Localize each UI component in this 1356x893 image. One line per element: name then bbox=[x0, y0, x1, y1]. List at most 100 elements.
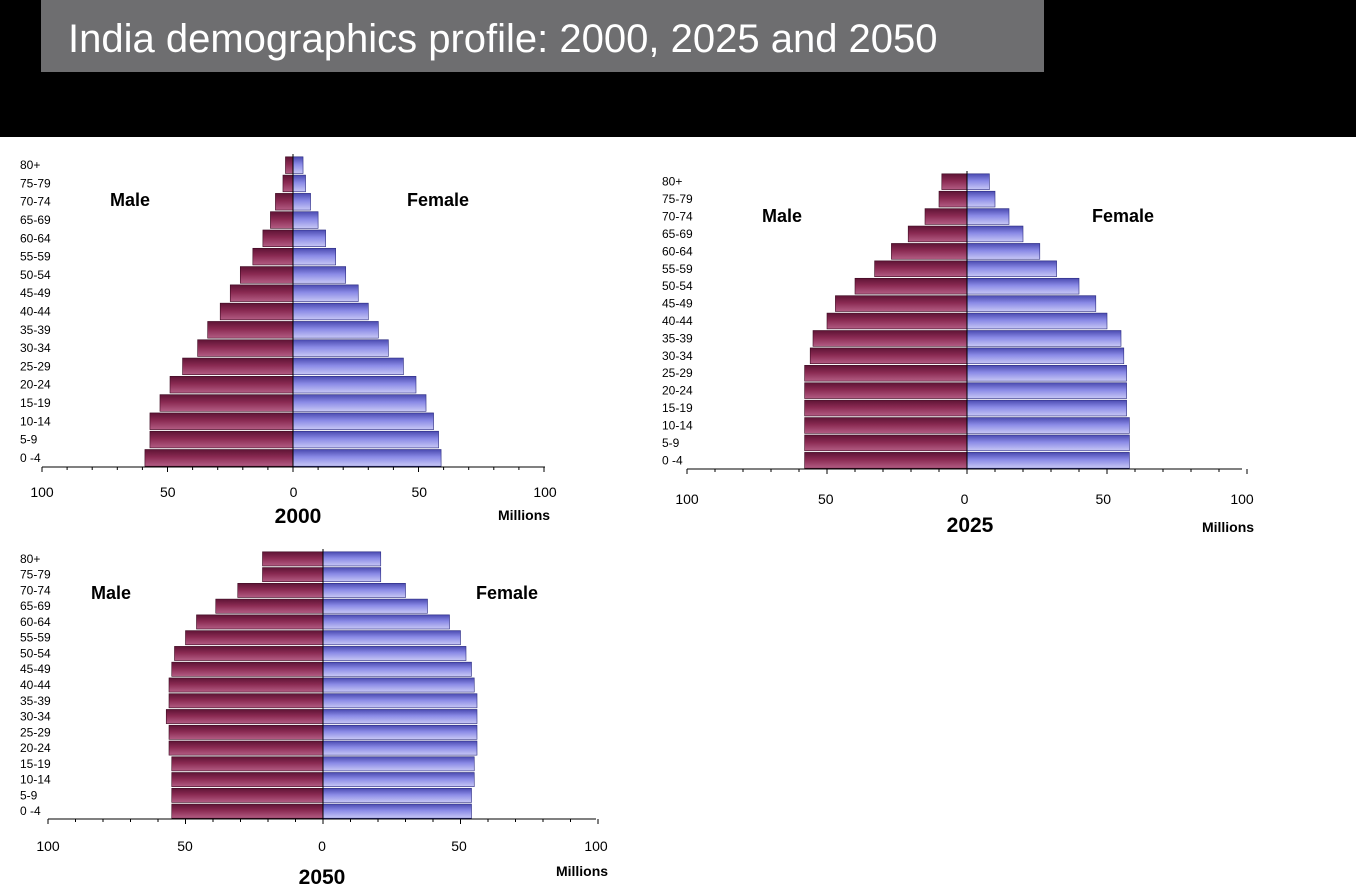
bar-male bbox=[924, 208, 968, 225]
female-label: Female bbox=[476, 583, 538, 603]
bar-female bbox=[966, 330, 1122, 347]
bar-female bbox=[292, 430, 439, 449]
header-bar: India demographics profile: 2000, 2025 a… bbox=[0, 0, 1356, 137]
bar-male bbox=[941, 173, 968, 190]
bar-male bbox=[804, 399, 968, 417]
bar-female bbox=[322, 709, 478, 724]
bar-female bbox=[966, 295, 1097, 312]
age-group-label: 20-24 bbox=[20, 741, 51, 755]
bar-male bbox=[891, 243, 968, 260]
bar-male bbox=[804, 382, 968, 399]
x-tick-label: 100 bbox=[675, 491, 699, 507]
x-unit-label: Millions bbox=[556, 863, 608, 879]
bar-male bbox=[171, 772, 324, 787]
age-group-label: 60-64 bbox=[20, 615, 51, 629]
age-group-label: 50-54 bbox=[20, 646, 51, 660]
pyramid-chart-2025: 0 -4 5-9 10-14 15-19 20-24 25-29 30-34 35-39 40-… bbox=[662, 171, 1254, 537]
bar-female bbox=[966, 260, 1057, 277]
bar-female bbox=[322, 756, 475, 772]
bar-female bbox=[966, 312, 1108, 330]
bar-male bbox=[907, 225, 968, 243]
bar-female bbox=[322, 740, 478, 756]
bar-male bbox=[169, 376, 294, 394]
age-group-label: 5-9 bbox=[662, 436, 680, 450]
bar-male bbox=[874, 260, 968, 277]
bar-male bbox=[168, 740, 324, 756]
bar-female bbox=[966, 417, 1130, 434]
age-group-label: 40-44 bbox=[662, 314, 693, 328]
x-unit-label: Millions bbox=[498, 507, 550, 523]
bar-male bbox=[215, 598, 324, 614]
chart-year-title: 2000 bbox=[275, 505, 322, 528]
age-group-label: 40-44 bbox=[20, 678, 51, 692]
bar-female bbox=[966, 365, 1127, 382]
bar-female bbox=[322, 551, 382, 567]
age-group-label: 60-64 bbox=[662, 244, 693, 258]
bar-male bbox=[809, 347, 968, 365]
age-group-label: 5-9 bbox=[20, 788, 38, 802]
age-group-label: 5-9 bbox=[20, 433, 38, 447]
bar-female bbox=[292, 394, 427, 412]
bar-male bbox=[149, 412, 294, 430]
age-group-label: 55-59 bbox=[20, 250, 51, 264]
age-group-label: 70-74 bbox=[20, 195, 51, 209]
age-group-label: 70-74 bbox=[20, 583, 51, 597]
bar-female bbox=[322, 787, 472, 803]
bar-female bbox=[966, 382, 1127, 399]
age-group-label: 75-79 bbox=[662, 192, 693, 206]
bar-male bbox=[219, 302, 294, 321]
bar-female bbox=[292, 284, 359, 302]
x-tick-label: 0 bbox=[961, 491, 969, 507]
age-group-label: 45-49 bbox=[20, 662, 51, 676]
bar-male bbox=[270, 211, 294, 229]
x-tick-label: 100 bbox=[30, 484, 54, 500]
bar-female bbox=[322, 630, 461, 646]
bar-male bbox=[207, 321, 294, 339]
chart-year-title: 2050 bbox=[299, 866, 346, 889]
bar-male bbox=[285, 156, 294, 174]
bar-female bbox=[966, 347, 1125, 365]
bar-female bbox=[292, 174, 306, 193]
age-group-label: 80+ bbox=[20, 552, 40, 566]
bar-female bbox=[292, 229, 326, 247]
bar-female bbox=[322, 661, 472, 677]
bar-female bbox=[322, 803, 472, 819]
bar-female bbox=[322, 724, 478, 740]
bar-male bbox=[804, 417, 968, 434]
male-label: Male bbox=[91, 583, 131, 603]
age-group-label: 70-74 bbox=[662, 210, 693, 224]
age-group-label: 65-69 bbox=[20, 213, 51, 227]
age-group-label: 25-29 bbox=[20, 725, 51, 739]
x-tick-label: 50 bbox=[1095, 491, 1111, 507]
age-group-label: 75-79 bbox=[20, 176, 51, 190]
age-group-label: 15-19 bbox=[20, 396, 51, 410]
bar-male bbox=[171, 787, 324, 803]
bar-female bbox=[322, 598, 428, 614]
age-group-label: 0 -4 bbox=[662, 453, 683, 467]
bar-male bbox=[237, 583, 324, 598]
age-group-label: 35-39 bbox=[20, 694, 51, 708]
x-tick-label: 50 bbox=[451, 838, 467, 854]
x-tick-label: 100 bbox=[36, 838, 60, 854]
bar-female bbox=[966, 243, 1041, 260]
bar-male bbox=[196, 614, 324, 630]
bar-male bbox=[168, 693, 324, 709]
age-group-label: 10-14 bbox=[662, 418, 693, 432]
bar-male bbox=[812, 330, 968, 347]
bar-male bbox=[804, 452, 968, 469]
bar-female bbox=[966, 399, 1127, 417]
age-group-label: 20-24 bbox=[662, 384, 693, 398]
bar-female bbox=[966, 225, 1024, 243]
age-group-label: 60-64 bbox=[20, 231, 51, 245]
age-group-label: 40-44 bbox=[20, 305, 51, 319]
age-group-label: 30-34 bbox=[20, 710, 51, 724]
age-group-label: 55-59 bbox=[662, 262, 693, 276]
age-group-label: 65-69 bbox=[662, 227, 693, 241]
male-label: Male bbox=[762, 206, 802, 226]
age-group-label: 55-59 bbox=[20, 631, 51, 645]
chart-year-title: 2025 bbox=[947, 514, 994, 537]
bar-female bbox=[292, 211, 319, 229]
age-group-label: 35-39 bbox=[20, 323, 51, 337]
age-group-label: 45-49 bbox=[20, 286, 51, 300]
